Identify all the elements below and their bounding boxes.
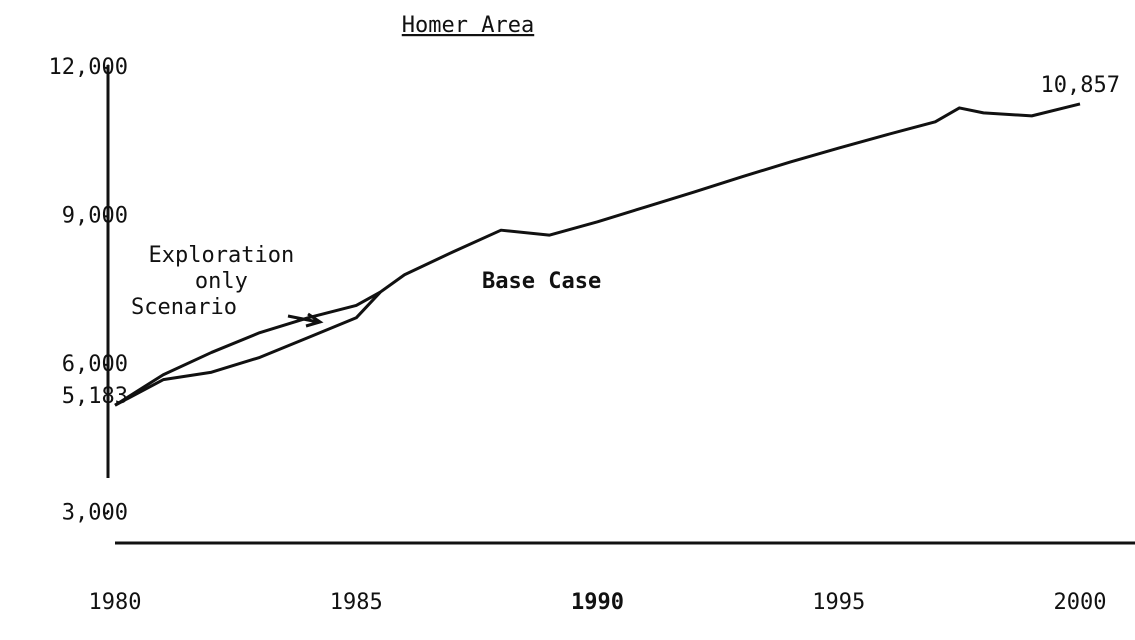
x-tick-label: 1995 bbox=[812, 590, 865, 615]
line-series bbox=[114, 102, 1081, 407]
series-label-line: Scenario bbox=[131, 295, 237, 320]
chart-title: Homer Area bbox=[402, 13, 534, 38]
line-series bbox=[114, 290, 382, 407]
series-label: Exploration only Scenario bbox=[131, 243, 307, 320]
end-value-label: 10,857 bbox=[1041, 73, 1120, 98]
y-tick-label: 3,000 bbox=[62, 500, 128, 525]
y-tick-label: 6,000 bbox=[62, 352, 128, 377]
x-tick-label: 1985 bbox=[330, 590, 383, 615]
series-label-line: Exploration bbox=[149, 243, 308, 268]
y-tick-label: 12,000 bbox=[49, 55, 128, 80]
y-tick-label: 9,000 bbox=[62, 203, 128, 228]
start-value-label: 5,183 bbox=[62, 384, 128, 409]
x-tick-label: 1980 bbox=[89, 590, 142, 615]
series-label: Base Case bbox=[482, 269, 601, 294]
x-tick-label: 1990 bbox=[571, 590, 624, 615]
series-label-line: only bbox=[195, 269, 261, 294]
x-tick-label: 2000 bbox=[1054, 590, 1107, 615]
